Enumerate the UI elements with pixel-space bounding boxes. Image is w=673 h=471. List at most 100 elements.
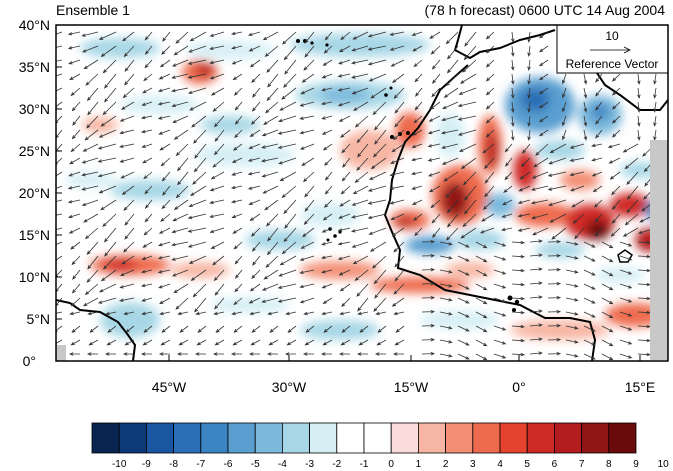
wind-vector (171, 59, 189, 67)
wind-vector (390, 157, 405, 164)
wind-vector (627, 185, 639, 200)
colorbar-label: -1 (360, 459, 369, 470)
wind-vector (439, 297, 453, 302)
wind-vector (389, 171, 405, 177)
wind-vector (527, 101, 531, 113)
wind-vector (281, 241, 297, 255)
wind-vector (356, 157, 369, 171)
wind-vector (493, 339, 507, 345)
wind-vector (252, 87, 261, 98)
wind-vector (252, 255, 261, 266)
wind-vectors (56, 31, 668, 361)
colorbar-label: -2 (332, 459, 341, 470)
wind-vector (351, 59, 369, 65)
colorbar-label: 2 (443, 459, 449, 470)
map-plot-area: 10 Reference Vector 40°N 35°N 30°N 25°N … (19, 17, 669, 395)
wind-vector (389, 31, 405, 36)
wind-vector (320, 101, 333, 106)
wind-vector (178, 339, 189, 346)
wind-vector (172, 115, 189, 123)
wind-vector (583, 255, 596, 262)
colorbar-label: -5 (251, 459, 260, 470)
wind-vector (69, 73, 81, 81)
wind-vector (231, 45, 243, 50)
wind-vector (340, 185, 351, 195)
wind-vector (247, 31, 261, 36)
wind-vector (340, 129, 351, 138)
wind-vector (72, 269, 81, 280)
wind-vector (410, 171, 423, 176)
wind-vector (565, 339, 579, 344)
wind-vector (394, 255, 405, 268)
wind-vector (485, 101, 495, 110)
wind-vector (281, 87, 297, 100)
wind-vector (441, 143, 459, 149)
wind-vector (299, 115, 315, 120)
wind-vector (511, 45, 515, 57)
wind-vector (89, 325, 99, 333)
colorbar: -10 -9 -8 -7 -6 -5 -4 -3 -2 -1 0 1 2 3 4 5 6 7 8 9 10 (91, 422, 669, 470)
wind-vector (504, 171, 513, 181)
wind-vector (482, 143, 495, 154)
wind-vector (637, 73, 641, 85)
wind-vector (390, 59, 405, 67)
wind-vector (81, 31, 99, 37)
colorbar-swatch (445, 422, 474, 454)
wind-vector (611, 115, 621, 124)
wind-vector (303, 59, 315, 71)
wind-vector (193, 129, 207, 144)
wind-vector (562, 73, 567, 85)
wind-vector (305, 325, 315, 333)
wind-vector (457, 297, 470, 304)
wind-vector (493, 283, 507, 289)
wind-vector (619, 339, 633, 345)
wind-vector (81, 171, 99, 177)
wind-vector (517, 199, 531, 204)
wind-vector (321, 73, 333, 79)
wind-vector (431, 213, 441, 224)
wind-vector (324, 31, 333, 41)
wind-vector (210, 87, 225, 96)
wind-vector (439, 283, 453, 288)
wind-vector (368, 171, 387, 180)
wind-vector (143, 171, 153, 180)
wind-vector (265, 213, 279, 227)
wind-vector (97, 157, 117, 163)
wind-vector (484, 185, 495, 198)
wind-vector (56, 31, 63, 35)
wind-vector (393, 283, 405, 295)
lat-label: 5°N (27, 311, 51, 327)
wind-vector (595, 101, 603, 111)
wind-vector (411, 31, 423, 36)
wind-vector (457, 311, 470, 318)
wind-vector (284, 213, 297, 229)
wind-vector (87, 352, 98, 356)
wind-vector (209, 185, 225, 192)
wind-vector (70, 241, 81, 250)
wind-vector (279, 255, 297, 266)
colorbar-swatch (336, 422, 365, 454)
wind-vector (439, 353, 453, 358)
wind-vector (173, 45, 189, 56)
wind-vector (341, 171, 351, 182)
wind-vector (213, 311, 225, 316)
wind-vector (100, 199, 117, 211)
wind-vector (593, 199, 603, 208)
wind-vector (187, 73, 207, 79)
wind-vector (601, 325, 614, 333)
wind-vector (251, 101, 261, 112)
colorbar-label: -4 (278, 459, 287, 470)
wind-vector (395, 325, 405, 333)
wind-vector (533, 157, 549, 168)
wind-vector (158, 241, 171, 247)
wind-vector (511, 310, 526, 315)
wind-vector (354, 115, 369, 128)
wind-vector (144, 185, 153, 195)
wind-vector (72, 115, 81, 126)
wind-vector (302, 171, 315, 183)
wind-vector (341, 143, 351, 154)
wind-vector (439, 255, 453, 260)
wind-vector (159, 143, 171, 151)
wind-vector (583, 311, 596, 318)
